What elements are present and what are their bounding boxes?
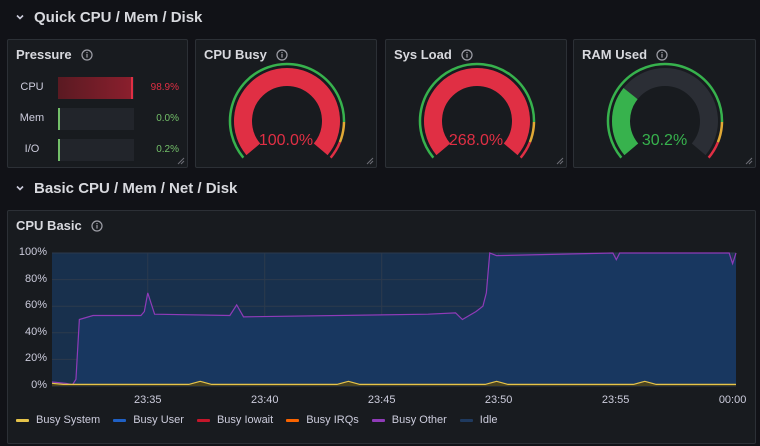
y-tick-label: 80% [24,272,47,285]
gauge-value-arc [612,87,639,156]
gauge-value-arc [234,68,340,156]
pressure-label: CPU [20,81,44,93]
x-tick-label: 23:40 [250,394,279,406]
gauge-panel-sys-load: Sys Load 268.0% [385,39,567,168]
x-tick-label: 23:55 [601,394,630,406]
pressure-panel: Pressure CPU 98.9% Mem 0.0% I/O 0.2% [7,39,188,168]
x-tick-label: 23:35 [133,394,162,406]
pressure-bar-track [58,77,134,99]
legend-swatch [196,418,210,422]
pressure-row-cpu: CPU 98.9% [16,77,186,99]
info-circle-icon[interactable] [461,48,473,61]
x-tick-label: 23:45 [367,394,396,406]
gauge-threshold-green [606,62,724,159]
row-title: Quick CPU / Mem / Disk [34,8,203,26]
pressure-row-io: I/O 0.2% [16,139,186,161]
busy-user-line [51,252,737,386]
legend-label: Idle [479,414,498,426]
row-header-quick[interactable]: Quick CPU / Mem / Disk [0,0,760,34]
gauge-arc [228,62,346,159]
row-title: Basic CPU / Mem / Net / Disk [34,179,238,197]
legend-swatch [459,418,473,422]
panel-title: CPU Busy [204,47,267,62]
gauge-threshold-orange [716,121,724,143]
panel-title: Sys Load [394,47,452,62]
info-circle-icon[interactable] [276,48,288,61]
x-tick-label: 00:00 [718,394,747,406]
chevron-down-icon [16,14,24,20]
chevron-down-icon [16,185,24,191]
y-tick-label: 60% [24,299,47,312]
gauge-threshold-green [228,62,346,159]
legend-label: Busy User [133,414,184,426]
resize-handle-icon[interactable] [556,157,564,165]
gauge-value: 100.0% [258,132,314,149]
busy-user-area [52,253,736,386]
pressure-bar-fill [58,77,134,99]
y-tick-label: 100% [18,246,47,258]
gauge-threshold-red [329,141,342,159]
legend-label: Busy Other [391,414,447,426]
chart-legend: Busy System Busy User Busy Iowait Busy IRQs… [16,414,511,426]
gauge-threshold-red [519,141,532,159]
legend-swatch [16,418,29,422]
legend-label: Busy IRQs [306,414,359,426]
pressure-bar-track [58,139,134,161]
gauge-threshold-orange [338,121,346,143]
info-circle-icon[interactable] [656,48,668,61]
gauge-panel-ram-used: RAM Used 30.2% [573,39,756,168]
y-tick-label: 20% [24,352,47,365]
legend-item[interactable]: Busy User [113,414,184,426]
resize-handle-icon[interactable] [177,157,185,165]
legend-item[interactable]: Busy IRQs [286,414,359,426]
legend-swatch [286,418,300,422]
pressure-value: 0.0% [156,113,179,124]
info-circle-icon[interactable] [81,48,93,61]
gauge-arc [606,62,724,159]
legend-item[interactable]: Busy Other [371,414,447,426]
busy-system-line [51,380,736,386]
gauge-panel-cpu-busy: CPU Busy 100.0% [195,39,377,168]
legend-swatch [113,418,127,422]
y-tick-label: 40% [24,325,47,338]
legend-swatch [371,418,385,422]
pressure-label: I/O [24,143,40,155]
x-tick-label: 23:50 [484,394,513,406]
pressure-bar-track [58,108,134,130]
legend-item[interactable]: Idle [459,414,498,426]
pressure-label: Mem [19,112,45,124]
gauge-value: 268.0% [448,132,504,149]
gauge-value-arc [424,68,530,156]
legend-label: Busy Iowait [216,414,274,426]
gauge-threshold-orange [528,121,536,143]
panel-title: RAM Used [582,47,648,62]
row-header-basic[interactable]: Basic CPU / Mem / Net / Disk [0,171,760,205]
legend-item[interactable]: Busy Iowait [196,414,274,426]
gauge-value: 30.2% [641,132,688,149]
pressure-value: 0.2% [156,144,179,155]
panel-title: Pressure [16,47,72,62]
gauge-threshold-red [707,141,720,159]
panel-title: CPU Basic [16,218,82,233]
pressure-row-mem: Mem 0.0% [16,108,186,130]
pressure-bar-fill [58,139,60,161]
resize-handle-icon[interactable] [366,157,374,165]
pressure-value: 98.9% [150,82,179,93]
legend-label: Busy System [36,414,101,426]
info-circle-icon[interactable] [91,219,103,232]
resize-handle-icon[interactable] [745,157,753,165]
pressure-bar-fill [58,108,60,130]
y-tick-label: 0% [31,379,47,391]
gauge-arc [418,62,536,159]
gauge-threshold-green [418,62,536,159]
legend-item[interactable]: Busy System [16,414,100,426]
